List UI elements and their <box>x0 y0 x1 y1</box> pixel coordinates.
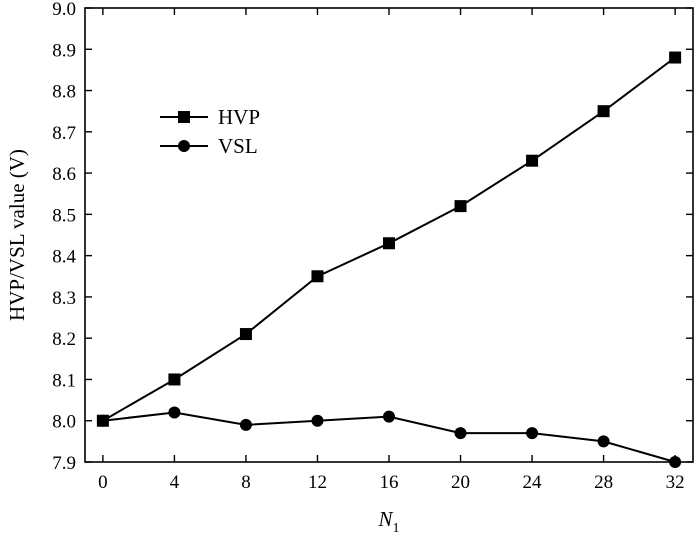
y-tick-label: 8.8 <box>52 82 76 103</box>
y-axis-title: HVP/VSL value (V) <box>5 149 29 321</box>
y-tick-label: 8.1 <box>52 370 76 391</box>
data-point-hvp <box>454 200 467 213</box>
x-tick-label: 32 <box>666 472 685 493</box>
series-markers <box>96 51 682 468</box>
x-axis-title: N1 <box>377 507 399 536</box>
data-point-hvp <box>597 105 610 118</box>
plot-frame <box>84 7 694 463</box>
y-tick-label: 8.5 <box>52 205 76 226</box>
data-point-vsl <box>526 427 539 440</box>
y-tick-label: 8.9 <box>52 40 76 61</box>
data-point-hvp <box>526 154 539 167</box>
data-point-vsl <box>311 414 324 427</box>
y-tick-label: 8.6 <box>52 164 76 185</box>
legend: HVP VSL <box>160 105 260 158</box>
data-point-hvp <box>311 270 324 283</box>
x-tick-label: 24 <box>523 472 543 493</box>
tick-labels: 0 4 8 12 16 20 24 28 32 7.9 8.0 8.1 8.2 8.3 8.4 8.5 8.6 8… <box>52 0 684 493</box>
x-tick-label: 20 <box>451 472 470 493</box>
data-point-hvp <box>383 237 395 250</box>
x-tick-label: 4 <box>170 472 180 493</box>
data-point-vsl <box>383 410 395 423</box>
y-tick-label: 8.0 <box>52 412 76 433</box>
x-tick-label: 12 <box>308 472 327 493</box>
data-point-vsl <box>239 418 252 431</box>
data-point-hvp <box>669 51 682 64</box>
data-point-vsl <box>597 435 610 448</box>
data-point-vsl <box>96 414 109 427</box>
y-tick-label: 8.2 <box>52 329 76 350</box>
x-axis-title-main: N <box>377 507 393 531</box>
data-point-vsl <box>454 427 467 440</box>
y-tick-label: 9.0 <box>52 0 76 20</box>
x-axis-title-subscript: 1 <box>393 521 400 536</box>
data-point-hvp <box>239 328 252 341</box>
x-tick-label: 16 <box>380 472 399 493</box>
x-tick-label: 8 <box>241 472 251 493</box>
y-tick-label: 8.4 <box>52 247 76 268</box>
data-point-vsl <box>669 456 682 468</box>
legend-marker-square <box>178 111 190 123</box>
x-tick-label: 28 <box>594 472 613 493</box>
y-tick-label: 7.9 <box>52 453 76 474</box>
legend-label-vsl: VSL <box>218 134 258 158</box>
data-point-vsl <box>168 406 181 419</box>
x-tick-label: 0 <box>98 472 108 493</box>
tick-marks <box>85 7 693 463</box>
data-point-hvp <box>168 373 181 386</box>
legend-label-hvp: HVP <box>218 105 260 129</box>
y-tick-label: 8.3 <box>52 288 76 309</box>
legend-marker-circle <box>178 140 190 152</box>
y-tick-label: 8.7 <box>52 123 76 144</box>
